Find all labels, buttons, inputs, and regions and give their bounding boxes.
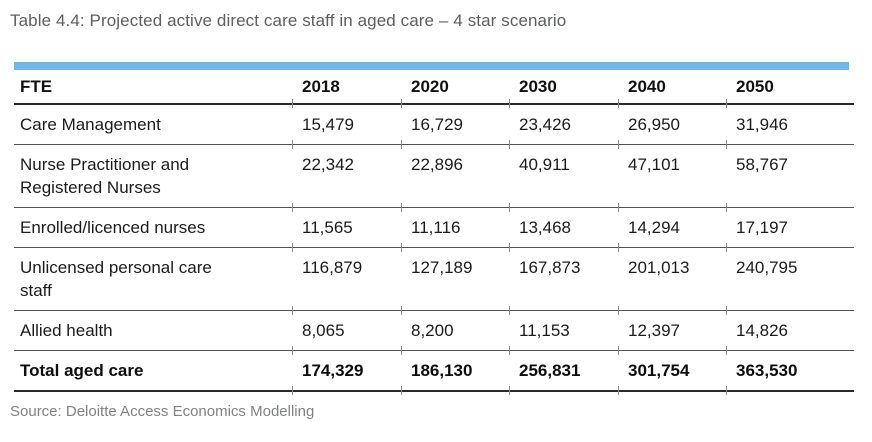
row-value: 127,189	[401, 247, 510, 315]
row-value: 116,879	[292, 247, 402, 315]
row-value: 11,116	[401, 207, 510, 252]
row-value: 186,130	[401, 350, 510, 394]
row-label: Total aged care	[14, 350, 293, 392]
row-value: 58,767	[726, 144, 854, 212]
table-row: Enrolled/licenced nurses 11,565 11,116 1…	[14, 207, 854, 252]
row-value: 8,065	[292, 310, 402, 355]
table-row: Allied health 8,065 8,200 11,153 12,397 …	[14, 310, 854, 355]
row-value: 31,946	[726, 104, 854, 148]
table-row: Total aged care 174,329 186,130 256,831 …	[14, 350, 854, 394]
row-label: Nurse Practitioner and Registered Nurses	[14, 144, 293, 208]
table-caption: Table 4.4: Projected active direct care …	[10, 11, 567, 30]
header-2018: 2018	[292, 70, 402, 108]
row-value: 47,101	[618, 144, 727, 212]
row-value: 23,426	[509, 104, 619, 148]
table-row: Nurse Practitioner and Registered Nurses…	[14, 144, 854, 212]
row-label: Enrolled/licenced nurses	[14, 207, 293, 248]
row-value: 26,950	[618, 104, 727, 148]
row-value: 256,831	[509, 350, 619, 394]
row-value: 15,479	[292, 104, 402, 148]
row-value: 14,826	[726, 310, 854, 355]
row-label: Allied health	[14, 310, 293, 351]
header-fte: FTE	[14, 70, 293, 105]
row-value: 11,153	[509, 310, 619, 355]
row-value: 167,873	[509, 247, 619, 315]
source-note: Source: Deloitte Access Economics Modell…	[10, 403, 315, 420]
row-value: 13,468	[509, 207, 619, 252]
header-2040: 2040	[618, 70, 727, 108]
row-value: 201,013	[618, 247, 727, 315]
table-container: FTE 2018 2020 2030 2040 2050 Care Manage…	[14, 62, 854, 394]
row-value: 40,911	[509, 144, 619, 212]
row-value: 363,530	[726, 350, 854, 394]
row-value: 174,329	[292, 350, 402, 394]
table-header-row: FTE 2018 2020 2030 2040 2050	[14, 70, 854, 108]
header-2050: 2050	[726, 70, 854, 108]
table-row: Care Management 15,479 16,729 23,426 26,…	[14, 104, 854, 148]
row-value: 240,795	[726, 247, 854, 315]
header-2020: 2020	[401, 70, 510, 108]
row-value: 14,294	[618, 207, 727, 252]
table-row: Unlicensed personal care staff 116,879 1…	[14, 247, 854, 315]
row-label: Care Management	[14, 104, 293, 145]
row-value: 22,342	[292, 144, 402, 212]
row-label: Unlicensed personal care staff	[14, 247, 293, 311]
header-2030: 2030	[509, 70, 619, 108]
row-value: 8,200	[401, 310, 510, 355]
row-value: 301,754	[618, 350, 727, 394]
staff-projection-table: FTE 2018 2020 2030 2040 2050 Care Manage…	[14, 70, 854, 394]
row-value: 16,729	[401, 104, 510, 148]
row-value: 11,565	[292, 207, 402, 252]
row-value: 12,397	[618, 310, 727, 355]
row-value: 17,197	[726, 207, 854, 252]
row-value: 22,896	[401, 144, 510, 212]
table-accent-band	[14, 62, 849, 70]
